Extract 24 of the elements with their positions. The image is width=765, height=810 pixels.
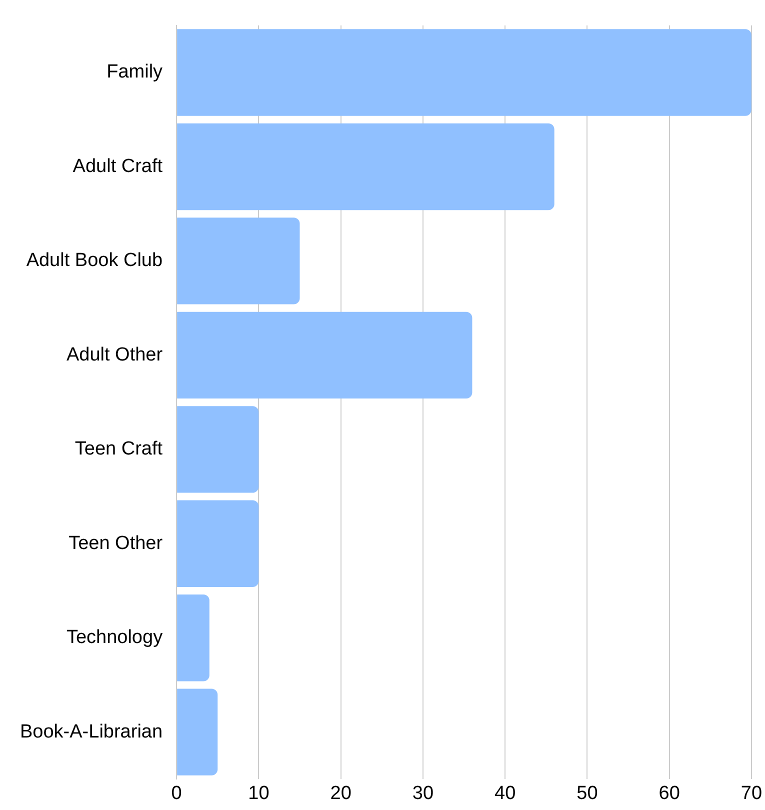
y-tick-label: Teen Craft	[74, 438, 164, 460]
y-tick-label: Adult Other	[66, 344, 164, 366]
x-tick-label: 50	[576, 782, 598, 804]
y-tick-label: Adult Craft	[72, 156, 164, 177]
x-tick-label: 60	[658, 782, 680, 804]
y-tick-label: Teen Other	[68, 532, 164, 554]
bar	[177, 312, 472, 399]
x-tick-label: 10	[248, 782, 270, 804]
y-tick-label: Family	[106, 62, 164, 83]
bar	[177, 688, 218, 776]
y-tick-label: Adult Book Club	[26, 250, 163, 272]
x-tick-label: 0	[171, 782, 182, 804]
y-tick-label: Book-A-Librarian	[20, 721, 163, 742]
bar	[177, 123, 554, 210]
bar	[177, 29, 752, 116]
x-tick-label: 70	[740, 782, 762, 804]
bar	[177, 218, 300, 304]
x-tick-label: 40	[494, 782, 516, 804]
x-tick-label: 30	[412, 782, 434, 804]
bar	[177, 594, 210, 682]
y-tick-label: Technology	[66, 627, 164, 648]
x-tick-label: 20	[330, 782, 352, 804]
bar	[177, 500, 259, 587]
bar	[177, 406, 259, 493]
